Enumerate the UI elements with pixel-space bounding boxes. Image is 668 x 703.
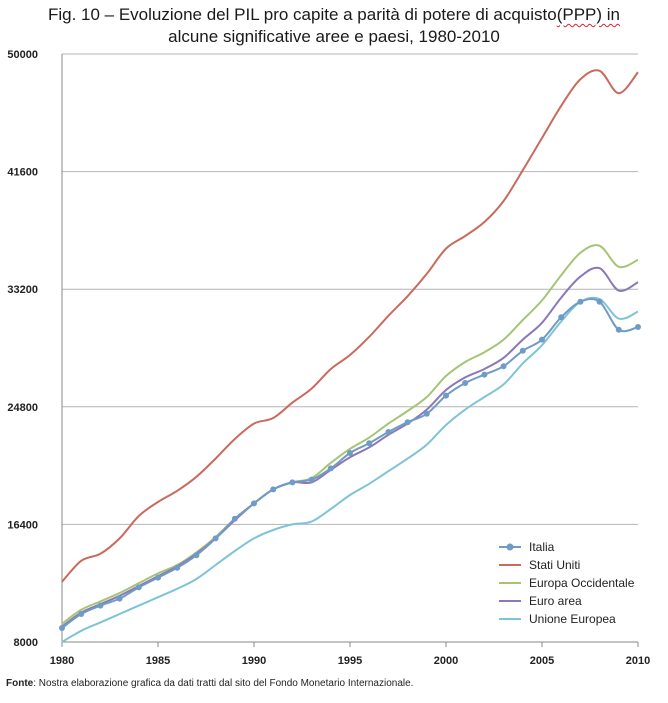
y-tick-label-41600: 41600	[7, 167, 38, 179]
x-tick-label-1995: 1995	[338, 655, 362, 667]
point-italia-2010	[635, 324, 641, 330]
chart-title-line2: alcune significative aree e paesi, 1980-…	[168, 27, 500, 46]
legend-label-unione-europea: Unione Europea	[529, 612, 616, 626]
grid-lines	[62, 53, 638, 525]
point-italia-2005	[539, 336, 545, 343]
point-italia-2003	[500, 363, 507, 370]
point-italia-2006	[558, 314, 565, 321]
point-italia-1988	[212, 535, 219, 542]
point-italia-1998	[404, 419, 411, 426]
y-tick-label-33200: 33200	[7, 284, 38, 296]
x-tick-label-1985: 1985	[146, 655, 170, 667]
legend-label-europa-occidentale: Europa Occidentale	[529, 576, 635, 590]
x-tick-label-2005: 2005	[530, 655, 554, 667]
point-italia-2001	[462, 380, 469, 386]
point-italia-1994	[327, 465, 334, 472]
y-tick-label-50000: 50000	[7, 49, 38, 61]
source-text: : Nostra elaborazione grafica da dati tr…	[33, 678, 414, 689]
y-tick-label-8000: 8000	[14, 637, 38, 649]
series-line-stati-uniti	[61, 69, 639, 583]
series-line-unione-europea	[61, 296, 639, 643]
point-italia-1993	[308, 476, 315, 483]
point-italia-1990	[251, 500, 257, 507]
source-label: Fonte	[6, 678, 34, 689]
x-tick-labels: 1980 1985 1990 1995 2000 2005 2010	[50, 655, 650, 667]
chart-title-line1-suffix: (PPP) in	[556, 5, 621, 24]
x-tick-label-2000: 2000	[434, 655, 458, 667]
legend: Italia Stati Uniti Europa Occidentale Euro …	[499, 540, 635, 626]
point-italia-1981	[78, 611, 85, 617]
point-italia-1995	[347, 450, 353, 456]
y-tick-label-24800: 24800	[7, 402, 38, 414]
point-italia-1999	[423, 410, 430, 417]
y-tick-labels: 8000 16400 24800 33200 41600 50000	[7, 49, 38, 649]
point-italia-1983	[116, 595, 123, 602]
point-italia-1986	[174, 564, 181, 571]
point-italia-2008	[596, 298, 603, 305]
point-italia-2004	[519, 347, 526, 354]
x-tick-label-2010: 2010	[626, 655, 650, 667]
point-italia-1996	[366, 440, 373, 447]
point-italia-1980	[59, 625, 65, 631]
legend-label-stati-uniti: Stati Uniti	[529, 558, 580, 572]
point-italia-1985	[155, 574, 161, 581]
point-italia-1989	[231, 515, 238, 522]
legend-label-italia: Italia	[529, 540, 555, 554]
series-line-euro-area	[61, 266, 639, 628]
point-italia-2000	[443, 392, 449, 399]
point-italia-1991	[270, 486, 277, 493]
chart-title-line1-prefix: Fig. 10 – Evoluzione del PIL pro capite …	[47, 5, 557, 24]
point-italia-1992	[289, 479, 296, 486]
axes	[61, 54, 639, 647]
chart-title: Fig. 10 – Evoluzione del PIL pro capite …	[0, 4, 668, 48]
legend-marker-italia	[506, 543, 514, 551]
legend-label-euro-area: Euro area	[529, 594, 582, 608]
point-italia-2007	[577, 298, 584, 305]
point-italia-1987	[193, 552, 200, 559]
point-italia-2002	[481, 371, 488, 378]
point-italia-1982	[97, 602, 104, 609]
source-note: Fonte: Nostra elaborazione grafica da da…	[6, 678, 413, 689]
series-lines	[59, 69, 641, 643]
x-tick-label-1980: 1980	[50, 655, 74, 667]
point-italia-2009	[615, 326, 622, 333]
point-italia-1997	[385, 429, 392, 435]
point-italia-1984	[135, 584, 142, 591]
chart-title-line1: Fig. 10 – Evoluzione del PIL pro capite …	[0, 4, 668, 26]
series-line-europa-occidentale	[61, 244, 639, 625]
y-tick-label-16400: 16400	[7, 519, 38, 531]
x-tick-label-1990: 1990	[242, 655, 266, 667]
